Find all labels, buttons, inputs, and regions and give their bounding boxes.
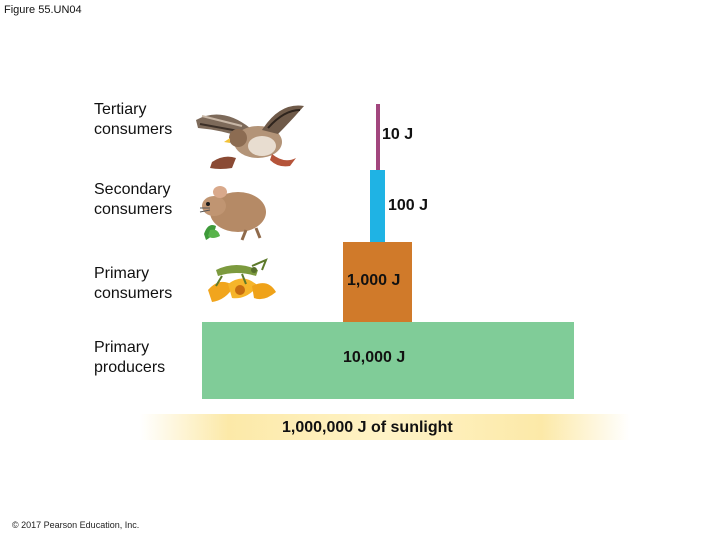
bar-primary-producers xyxy=(202,322,574,399)
hawk-icon xyxy=(196,105,304,169)
grasshopper-icon xyxy=(208,258,276,302)
energy-label-tertiary: 10 J xyxy=(382,126,414,143)
level-label-primary-consumers: Primary consumers xyxy=(94,265,173,302)
copyright-notice: © 2017 Pearson Education, Inc. xyxy=(12,520,140,530)
mouse-icon xyxy=(199,186,266,241)
energy-label-primary-consumers: 1,000 J xyxy=(347,272,401,289)
figure-label: Figure 55.UN04 xyxy=(4,4,82,16)
energy-label-producers: 10,000 J xyxy=(343,349,406,366)
sunlight-band xyxy=(140,414,630,440)
bar-tertiary-consumers xyxy=(376,104,380,170)
energy-label-secondary: 100 J xyxy=(388,197,429,214)
level-label-primary-producers: Primary producers xyxy=(94,339,166,376)
bar-primary-consumers xyxy=(343,242,412,322)
level-label-secondary-consumers: Secondary consumers xyxy=(94,181,173,218)
bar-secondary-consumers xyxy=(370,170,385,242)
sunlight-label: 1,000,000 J of sunlight xyxy=(282,419,453,436)
level-label-tertiary-consumers: Tertiary consumers xyxy=(94,101,173,138)
